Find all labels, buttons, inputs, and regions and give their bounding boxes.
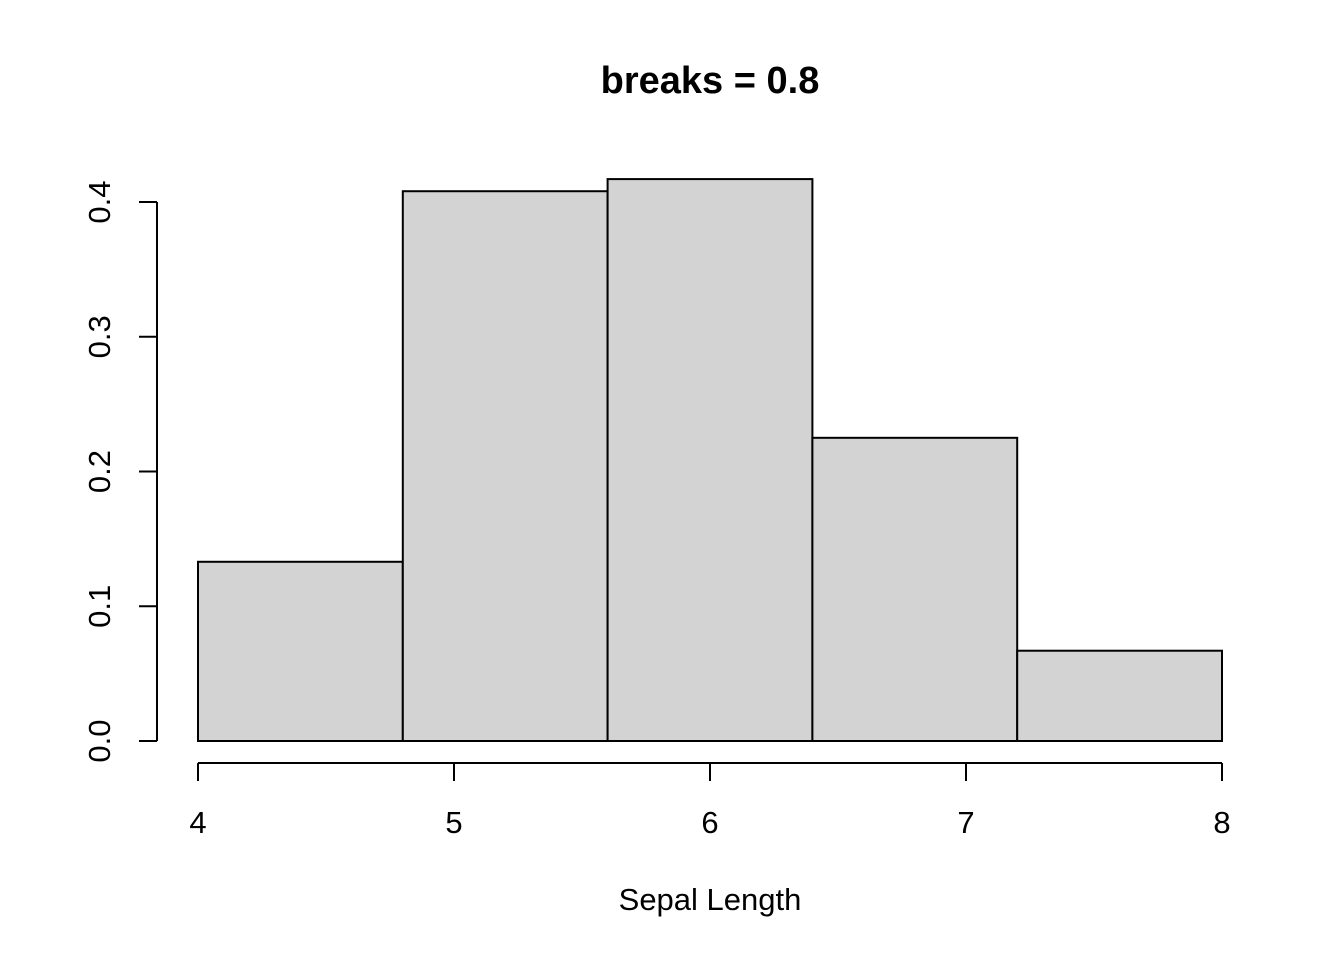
x-axis-label: Sepal Length xyxy=(619,882,802,917)
y-axis: 0.0 0.1 0.2 0.3 0.4 xyxy=(82,180,158,763)
y-tick-label: 0.4 xyxy=(82,180,117,223)
x-tick-label: 7 xyxy=(957,805,974,840)
x-tick-label: 4 xyxy=(189,805,206,840)
y-tick-label: 0.2 xyxy=(82,450,117,493)
y-tick-label: 0.3 xyxy=(82,315,117,358)
bars-group xyxy=(197,178,1224,743)
y-tick-label: 0.1 xyxy=(82,585,117,628)
histogram-bar xyxy=(197,560,404,742)
histogram-bar xyxy=(811,436,1019,742)
histogram-bar xyxy=(401,190,609,743)
x-tick-label: 8 xyxy=(1213,805,1230,840)
x-tick-label: 5 xyxy=(445,805,462,840)
x-tick-label: 6 xyxy=(701,805,718,840)
histogram-bar xyxy=(1016,649,1224,743)
x-axis: 4 5 6 7 8 xyxy=(189,762,1231,840)
histogram-bar xyxy=(606,178,814,742)
y-tick-label: 0.0 xyxy=(82,719,117,762)
chart-title: breaks = 0.8 xyxy=(601,60,820,102)
